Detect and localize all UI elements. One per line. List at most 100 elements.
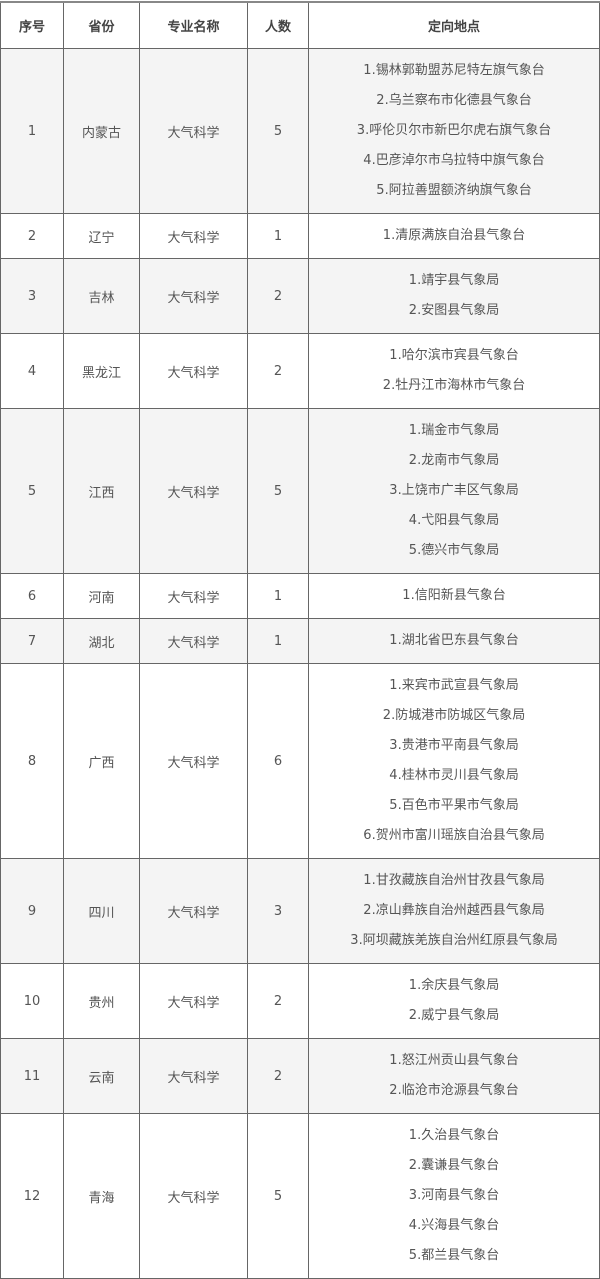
table-row: 6 河南 大气科学 1 1.信阳新县气象台 <box>0 573 600 619</box>
cell-major: 大气科学 <box>139 333 248 409</box>
cell-province: 云南 <box>63 1038 140 1114</box>
location-item: 1.甘孜藏族自治州甘孜县气象局 <box>363 873 545 888</box>
location-item: 1.久治县气象台 <box>408 1128 500 1143</box>
location-item: 2.囊谦县气象台 <box>408 1158 500 1173</box>
cell-major: 大气科学 <box>139 963 248 1039</box>
cell-count: 1 <box>247 213 309 259</box>
cell-locations: 1.来宾市武宣县气象局 2.防城港市防城区气象局 3.贵港市平南县气象局 4.桂林市灵… <box>308 663 600 859</box>
table-row: 10 贵州 大气科学 2 1.余庆县气象局 2.威宁县气象局 <box>0 963 600 1039</box>
cell-count: 5 <box>247 48 309 214</box>
location-item: 2.威宁县气象局 <box>408 1008 500 1023</box>
location-item: 3.上饶市广丰区气象局 <box>389 483 519 498</box>
location-item: 3.河南县气象台 <box>408 1188 500 1203</box>
cell-locations: 1.久治县气象台 2.囊谦县气象台 3.河南县气象台 4.兴海县气象台 5.都兰县气象台 <box>308 1113 600 1279</box>
location-item: 5.都兰县气象台 <box>408 1248 500 1263</box>
header-count: 人数 <box>247 1 309 49</box>
location-item: 1.靖宇县气象局 <box>408 273 500 288</box>
cell-count: 1 <box>247 573 309 619</box>
location-item: 2.龙南市气象局 <box>408 453 500 468</box>
location-item: 1.余庆县气象局 <box>408 978 500 993</box>
table-row: 5 江西 大气科学 5 1.瑞金市气象局 2.龙南市气象局 3.上饶市广丰区气象局 4.弋阳县… <box>0 408 600 574</box>
cell-province: 湖北 <box>63 618 140 664</box>
table-row: 11 云南 大气科学 2 1.怒江州贡山县气象台 2.临沧市沧源县气象台 <box>0 1038 600 1114</box>
location-item: 4.桂林市灵川县气象局 <box>389 768 519 783</box>
cell-no: 2 <box>0 213 64 259</box>
cell-major: 大气科学 <box>139 258 248 334</box>
table-row: 12 青海 大气科学 5 1.久治县气象台 2.囊谦县气象台 3.河南县气象台 4.兴海县气象… <box>0 1113 600 1279</box>
location-item: 4.弋阳县气象局 <box>408 513 500 528</box>
header-major: 专业名称 <box>139 1 248 49</box>
cell-locations: 1.湖北省巴东县气象台 <box>308 618 600 664</box>
cell-major: 大气科学 <box>139 858 248 964</box>
cell-province: 内蒙古 <box>63 48 140 214</box>
cell-no: 5 <box>0 408 64 574</box>
cell-count: 3 <box>247 858 309 964</box>
location-item: 3.阿坝藏族羌族自治州红原县气象局 <box>350 933 558 948</box>
cell-count: 6 <box>247 663 309 859</box>
location-item: 1.哈尔滨市宾县气象台 <box>389 348 519 363</box>
cell-no: 8 <box>0 663 64 859</box>
location-item: 1.怒江州贡山县气象台 <box>389 1053 519 1068</box>
location-item: 2.凉山彝族自治州越西县气象局 <box>363 903 545 918</box>
cell-no: 11 <box>0 1038 64 1114</box>
cell-no: 6 <box>0 573 64 619</box>
cell-major: 大气科学 <box>139 573 248 619</box>
cell-locations: 1.靖宇县气象局 2.安图县气象局 <box>308 258 600 334</box>
cell-major: 大气科学 <box>139 48 248 214</box>
cell-locations: 1.瑞金市气象局 2.龙南市气象局 3.上饶市广丰区气象局 4.弋阳县气象局 5.德兴市… <box>308 408 600 574</box>
cell-major: 大气科学 <box>139 1038 248 1114</box>
cell-no: 12 <box>0 1113 64 1279</box>
cell-no: 10 <box>0 963 64 1039</box>
location-item: 1.湖北省巴东县气象台 <box>389 633 519 648</box>
cell-locations: 1.怒江州贡山县气象台 2.临沧市沧源县气象台 <box>308 1038 600 1114</box>
cell-locations: 1.信阳新县气象台 <box>308 573 600 619</box>
cell-locations: 1.清原满族自治县气象台 <box>308 213 600 259</box>
cell-count: 2 <box>247 1038 309 1114</box>
table-row: 8 广西 大气科学 6 1.来宾市武宣县气象局 2.防城港市防城区气象局 3.贵港市平南县气… <box>0 663 600 859</box>
header-row: 序号 省份 专业名称 人数 定向地点 <box>0 1 600 49</box>
location-item: 2.临沧市沧源县气象台 <box>389 1083 519 1098</box>
cell-count: 2 <box>247 258 309 334</box>
header-no: 序号 <box>0 1 64 49</box>
header-province: 省份 <box>63 1 140 49</box>
cell-province: 辽宁 <box>63 213 140 259</box>
cell-no: 4 <box>0 333 64 409</box>
location-item: 1.来宾市武宣县气象局 <box>389 678 519 693</box>
cell-count: 5 <box>247 1113 309 1279</box>
cell-locations: 1.锡林郭勒盟苏尼特左旗气象台 2.乌兰察布市化德县气象台 3.呼伦贝尔市新巴尔虎右… <box>308 48 600 214</box>
cell-count: 1 <box>247 618 309 664</box>
cell-province: 河南 <box>63 573 140 619</box>
location-item: 2.安图县气象局 <box>408 303 500 318</box>
cell-province: 江西 <box>63 408 140 574</box>
table-row: 9 四川 大气科学 3 1.甘孜藏族自治州甘孜县气象局 2.凉山彝族自治州越西县气象局 3.… <box>0 858 600 964</box>
table-row: 2 辽宁 大气科学 1 1.清原满族自治县气象台 <box>0 213 600 259</box>
header-locations: 定向地点 <box>308 1 600 49</box>
cell-major: 大气科学 <box>139 1113 248 1279</box>
cell-locations: 1.余庆县气象局 2.威宁县气象局 <box>308 963 600 1039</box>
location-item: 2.防城港市防城区气象局 <box>382 708 526 723</box>
cell-no: 9 <box>0 858 64 964</box>
cell-province: 吉林 <box>63 258 140 334</box>
cell-major: 大气科学 <box>139 213 248 259</box>
cell-major: 大气科学 <box>139 663 248 859</box>
cell-no: 7 <box>0 618 64 664</box>
location-item: 6.贺州市富川瑶族自治县气象局 <box>363 828 545 843</box>
cell-province: 青海 <box>63 1113 140 1279</box>
location-item: 1.清原满族自治县气象台 <box>382 228 526 243</box>
cell-no: 3 <box>0 258 64 334</box>
cell-province: 黑龙江 <box>63 333 140 409</box>
cell-major: 大气科学 <box>139 618 248 664</box>
cell-province: 四川 <box>63 858 140 964</box>
location-item: 1.锡林郭勒盟苏尼特左旗气象台 <box>363 63 545 78</box>
location-item: 2.乌兰察布市化德县气象台 <box>376 93 532 108</box>
table-body: 1 内蒙古 大气科学 5 1.锡林郭勒盟苏尼特左旗气象台 2.乌兰察布市化德县气象台 3.呼… <box>0 48 600 1279</box>
location-item: 1.信阳新县气象台 <box>402 588 506 603</box>
location-item: 5.百色市平果市气象局 <box>389 798 519 813</box>
table-row: 4 黑龙江 大气科学 2 1.哈尔滨市宾县气象台 2.牡丹江市海林市气象台 <box>0 333 600 409</box>
location-item: 2.牡丹江市海林市气象台 <box>382 378 526 393</box>
location-item: 3.贵港市平南县气象局 <box>389 738 519 753</box>
location-item: 1.瑞金市气象局 <box>408 423 500 438</box>
table-row: 3 吉林 大气科学 2 1.靖宇县气象局 2.安图县气象局 <box>0 258 600 334</box>
cell-no: 1 <box>0 48 64 214</box>
cell-major: 大气科学 <box>139 408 248 574</box>
